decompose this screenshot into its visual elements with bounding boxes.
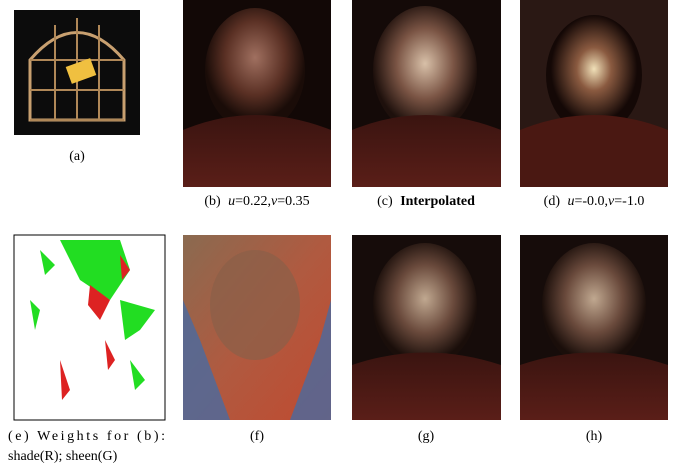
caption-label: (b) — [204, 194, 221, 209]
caption: (b) u=0.22,v=0.35 — [204, 194, 309, 209]
image-b — [183, 0, 331, 187]
caption: (d) u=-0.0,v=-1.0 — [544, 194, 645, 209]
caption: (a) — [69, 149, 85, 164]
caption-label: (d) — [544, 194, 561, 209]
caption-text: Interpolated — [400, 194, 475, 209]
caption: (g) — [418, 429, 435, 444]
caption: (h) — [586, 429, 603, 444]
image-f — [183, 235, 331, 420]
image-c — [352, 0, 501, 187]
caption-value: =0.22, — [235, 194, 271, 209]
caption-line: (e) Weights for (b): — [8, 429, 165, 444]
image-e — [14, 235, 165, 420]
caption: (f) — [250, 429, 264, 444]
image-g — [352, 235, 501, 420]
caption-value: =-1.0 — [614, 194, 644, 209]
caption: (c) Interpolated — [377, 194, 475, 209]
caption-value: =0.35 — [277, 194, 309, 209]
caption-var: u — [228, 194, 235, 209]
caption-label: (c) — [377, 194, 393, 209]
image-a — [14, 10, 140, 135]
image-d — [520, 0, 668, 187]
caption-line: shade(R); sheen(G) — [8, 449, 118, 464]
caption-var: u — [567, 194, 574, 209]
figure: (a) (b) u=0.22,v=0.35 (c) Interpolated (… — [0, 0, 683, 464]
image-h — [520, 235, 668, 420]
caption-value: =-0.0, — [574, 194, 608, 209]
